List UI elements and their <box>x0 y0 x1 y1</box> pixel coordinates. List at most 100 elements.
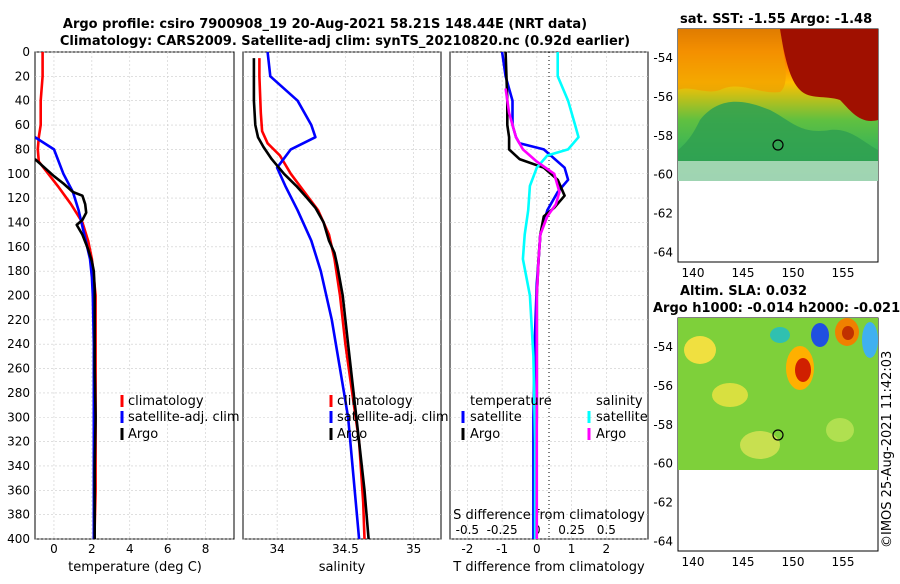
x-tick-label: 35 <box>406 542 421 556</box>
lat-tick-label: -60 <box>653 457 673 471</box>
lon-tick-label: 155 <box>832 266 855 280</box>
sla-lat-tick-labels: -54 -56 -58 -60 -62 -64 <box>653 340 673 548</box>
y-tick-label: 320 <box>7 435 30 449</box>
lat-tick-label: -64 <box>653 245 673 259</box>
y-tick-label: 380 <box>7 508 30 522</box>
legend-satellite-label: satellite-adj. clim <box>337 410 449 425</box>
y-tick-label: 200 <box>7 289 30 303</box>
lat-tick-label: -62 <box>653 495 673 509</box>
lat-tick-label: -64 <box>653 534 673 548</box>
lon-tick-label: 150 <box>782 555 805 569</box>
x-tick-label: -1 <box>496 542 508 556</box>
y-tick-label: 20 <box>15 69 30 83</box>
lat-tick-label: -58 <box>653 418 673 432</box>
y-tick-label: 140 <box>7 215 30 229</box>
temperature-xlabel: temperature (deg C) <box>68 560 202 575</box>
legend-t-argo-label: Argo <box>470 427 500 442</box>
y-tick-label: 280 <box>7 386 30 400</box>
salinity-panel: 34 34.5 35 salinity climatology satellite-… <box>242 51 449 575</box>
sla-feature <box>684 336 716 364</box>
x-tick-label: 8 <box>202 542 210 556</box>
s-difference-label: S difference from climatology <box>453 508 645 523</box>
lat-tick-label: -54 <box>653 340 673 354</box>
lat-tick-label: -54 <box>653 51 673 65</box>
temperature-grid <box>35 51 234 540</box>
s-difference-tick-labels: -0.5 -0.25 0 0.25 0.5 <box>456 523 616 537</box>
temperature-legend: climatology satellite-adj. clim Argo <box>120 394 240 442</box>
s-tick-label: 0.5 <box>597 523 616 537</box>
sst-heatmap <box>678 29 878 181</box>
s-tick-label: -0.25 <box>487 523 518 537</box>
temperature-lines <box>35 52 97 539</box>
sst-lon-tick-labels: 140 145 150 155 <box>682 266 855 280</box>
y-tick-label: 300 <box>7 410 30 424</box>
x-tick-label: 34.5 <box>332 542 359 556</box>
legend-satellite-label: satellite-adj. clim <box>128 410 240 425</box>
x-tick-label: -2 <box>461 542 473 556</box>
series-line-argo <box>252 58 370 539</box>
lon-tick-label: 145 <box>732 555 755 569</box>
sla-feature <box>712 383 748 407</box>
lat-tick-label: -58 <box>653 129 673 143</box>
legend-argo-label: Argo <box>337 427 367 442</box>
y-tick-label: 340 <box>7 459 30 473</box>
sla-feature <box>811 323 829 347</box>
sst-map-title: sat. SST: -1.55 Argo: -1.48 <box>680 12 872 27</box>
sla-map-panel: Altim. SLA: 0.032 Argo h1000: -0.014 h20… <box>653 284 900 569</box>
legend-s-argo-label: Argo <box>596 427 626 442</box>
lat-tick-label: -60 <box>653 168 673 182</box>
sla-map-title-line1: Altim. SLA: 0.032 <box>680 284 807 299</box>
sla-feature <box>862 322 878 358</box>
y-tick-label: 260 <box>7 362 30 376</box>
y-tick-label: 120 <box>7 191 30 205</box>
difference-legend: temperature satellite Argo salinity sate… <box>461 394 648 442</box>
sst-map-panel: sat. SST: -1.55 Argo: -1.48 -54 -56 -58 -60… <box>653 12 879 280</box>
y-tick-label: 60 <box>15 118 30 132</box>
legend-t-satellite-label: satellite <box>470 410 522 425</box>
sla-map-title-line2: Argo h1000: -0.014 h2000: -0.021 <box>653 301 900 316</box>
series-line-s-argo <box>504 88 561 539</box>
legend-climatology-label: climatology <box>128 394 204 409</box>
temperature-tick-labels: 0 2 4 6 8 <box>50 542 209 556</box>
sla-feature <box>770 327 790 343</box>
legend-s-satellite-label: satellite <box>596 410 648 425</box>
title-line1: Argo profile: csiro 7900908_19 20-Aug-20… <box>63 17 587 32</box>
lat-tick-label: -62 <box>653 206 673 220</box>
legend-salinity-title: salinity <box>596 394 643 409</box>
sst-white-mask <box>678 161 878 181</box>
y-tick-label: 360 <box>7 483 30 497</box>
legend-temperature-title: temperature <box>470 394 552 409</box>
sst-lat-tick-labels: -54 -56 -58 -60 -62 -64 <box>653 51 673 259</box>
x-tick-label: 0 <box>50 542 58 556</box>
y-tick-label: 80 <box>15 142 30 156</box>
y-tick-label: 180 <box>7 264 30 278</box>
x-tick-label: 4 <box>126 542 134 556</box>
x-tick-label: 34 <box>269 542 284 556</box>
x-tick-label: 2 <box>602 542 610 556</box>
imos-watermark: ©IMOS 25-Aug-2021 11:42:03 <box>880 351 895 548</box>
s-tick-label: -0.5 <box>456 523 479 537</box>
lon-tick-label: 150 <box>782 266 805 280</box>
x-tick-label: 2 <box>88 542 96 556</box>
x-tick-label: 1 <box>568 542 576 556</box>
lon-tick-label: 145 <box>732 266 755 280</box>
lon-tick-label: 140 <box>682 555 705 569</box>
salinity-tick-labels: 34 34.5 35 <box>269 542 421 556</box>
lon-tick-label: 155 <box>832 555 855 569</box>
difference-lines <box>500 52 580 539</box>
sst-argo-marker <box>772 139 784 151</box>
lon-tick-label: 140 <box>682 266 705 280</box>
salinity-grid <box>243 51 441 540</box>
sst-warm-region <box>780 29 878 121</box>
sst-orange-region <box>678 29 786 93</box>
legend-argo-label: Argo <box>128 427 158 442</box>
y-tick-label: 240 <box>7 337 30 351</box>
sla-feature <box>795 358 811 382</box>
salinity-xlabel: salinity <box>319 560 366 575</box>
y-tick-label: 160 <box>7 240 30 254</box>
lat-tick-label: -56 <box>653 379 673 393</box>
y-tick-label: 100 <box>7 167 30 181</box>
salinity-lines <box>252 52 370 539</box>
legend-climatology-label: climatology <box>337 394 413 409</box>
